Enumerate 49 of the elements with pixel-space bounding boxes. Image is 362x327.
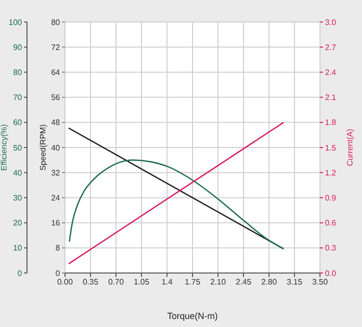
y2-tick-label: 1.5	[325, 143, 337, 152]
x-tick-label: 1.75	[184, 278, 201, 287]
y2-tick-label: 2.4	[325, 68, 337, 78]
y2-axis-title: Current(A)	[346, 128, 354, 166]
line-series	[68, 159, 284, 250]
x-tick-label: 0.70	[108, 278, 124, 287]
y-tick-label: 72	[51, 42, 61, 52]
x-axis-title: Torque(N-m)	[167, 311, 218, 321]
y3-tick-label: 60	[13, 118, 23, 128]
y3-tick-label: 10	[13, 244, 23, 253]
x-tick-label: 3.15	[286, 278, 303, 287]
y2-tick-label: 2.1	[325, 93, 337, 102]
y3-tick-label: 20	[13, 218, 23, 228]
x-tick-label: 0.00	[57, 278, 74, 287]
y3-tick-label: 70	[13, 93, 23, 102]
y-tick-label: 32	[51, 168, 61, 178]
x-tick-label: 1.4	[161, 278, 174, 287]
y-tick-label: 56	[51, 93, 61, 102]
y2-tick-label: 0.0	[325, 268, 337, 278]
y2-tick-label: 1.8	[325, 118, 337, 128]
y2-tick-label: 0.9	[325, 194, 337, 203]
y3-tick-label: 40	[13, 168, 23, 178]
y-tick-label: 64	[51, 68, 61, 78]
y3-tick-label: 30	[13, 194, 23, 203]
y2-tick-label: 0.3	[325, 244, 337, 253]
y-tick-label: 16	[51, 218, 61, 228]
y3-tick-label: 50	[13, 143, 23, 152]
y-tick-label: 0	[56, 268, 61, 278]
x-tick-label: 2.45	[236, 278, 252, 287]
x-tick-label: 0.35	[82, 278, 99, 287]
y-tick-label: 40	[51, 143, 61, 152]
x-tick-label: 2.80	[261, 278, 278, 287]
x-tick-label: 3.50	[312, 278, 328, 287]
y3-tick-label: 100	[8, 18, 23, 27]
y-tick-label: 48	[51, 118, 61, 128]
y3-tick-label: 90	[13, 42, 23, 52]
y-tick-label: 8	[56, 244, 61, 253]
y-tick-label: 80	[51, 18, 61, 27]
y2-tick-label: 1.2	[325, 168, 337, 178]
y3-tick-label: 0	[18, 268, 23, 278]
y2-tick-label: 3.0	[325, 18, 337, 27]
x-tick-label: 2.10	[210, 278, 226, 287]
y2-tick-label: 2.7	[325, 42, 337, 52]
y3-axis-title: Efficiency(%)	[0, 124, 8, 171]
y-axis-title: Speed(RPM)	[38, 124, 48, 171]
x-tick-label: 1.05	[134, 278, 150, 287]
y-tick-label: 24	[51, 194, 61, 203]
y3-tick-label: 80	[13, 68, 23, 78]
y2-tick-label: 0.6	[325, 218, 337, 228]
